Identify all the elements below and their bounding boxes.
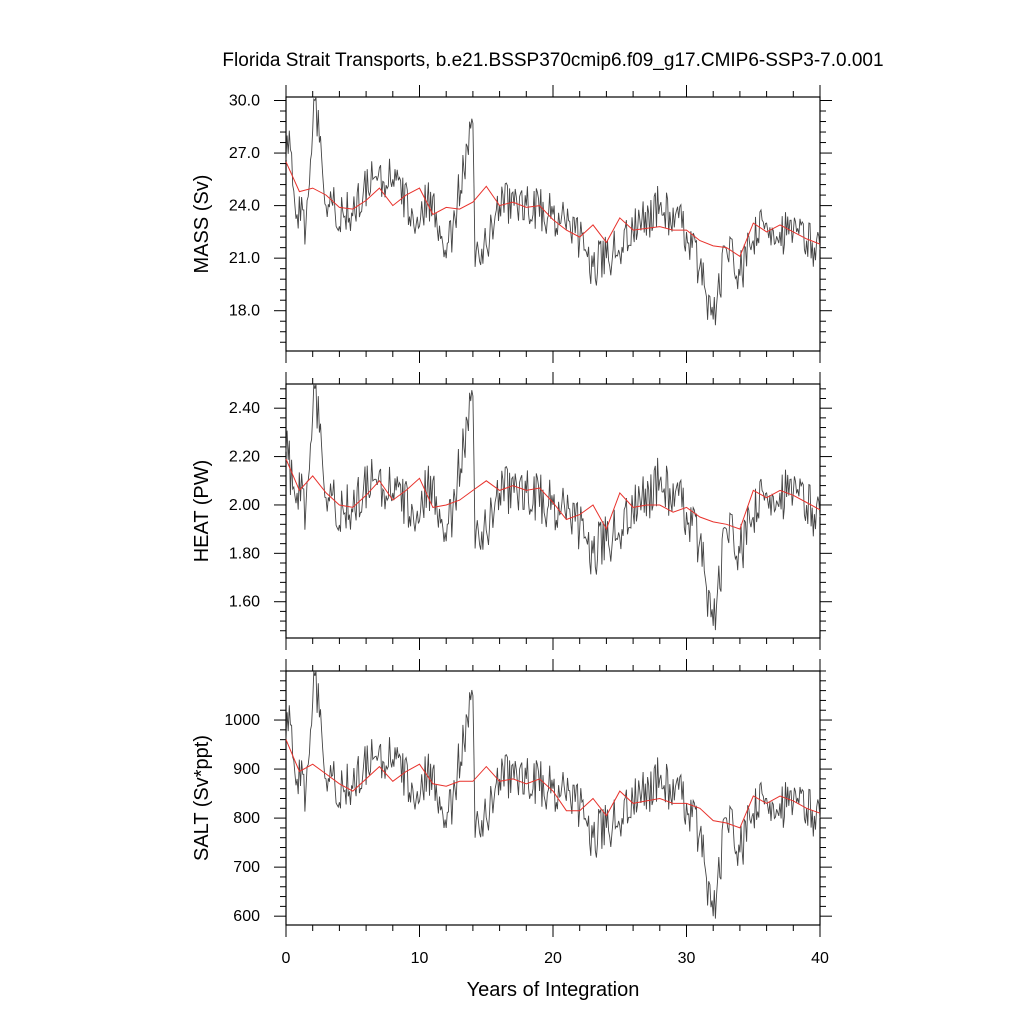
x-tick-label: 10 bbox=[411, 950, 429, 967]
y-tick-label: 600 bbox=[233, 908, 260, 925]
series-annual-mean-line bbox=[285, 739, 821, 829]
y-tick-label: 27.0 bbox=[229, 145, 260, 162]
y-tick-label: 1.60 bbox=[229, 594, 260, 611]
x-tick-label: 30 bbox=[678, 950, 696, 967]
y-tick-label: 1000 bbox=[224, 712, 260, 729]
y-tick-label: 30.0 bbox=[229, 93, 260, 110]
series-annual-mean-line bbox=[285, 458, 821, 531]
y-tick-label: 2.40 bbox=[229, 400, 260, 417]
panel-frame bbox=[285, 383, 821, 639]
x-tick-label: 20 bbox=[544, 950, 562, 967]
panel-frame bbox=[285, 96, 821, 352]
chart-panels: 30.0 27.0 24.0 21.0 18.0 MASS (Sv) 2.40 2.20 2.0… bbox=[191, 85, 832, 967]
panel-1: 30.0 27.0 24.0 21.0 18.0 MASS (Sv) bbox=[191, 85, 832, 363]
y-tick-label: 21.0 bbox=[229, 250, 260, 267]
y-axis-title: HEAT (PW) bbox=[191, 460, 213, 563]
y-tick-label: 900 bbox=[233, 761, 260, 778]
x-tick-label: 40 bbox=[811, 950, 829, 967]
panel-3: 1000 900 800 700 600 SALT (Sv*ppt) bbox=[191, 659, 832, 937]
series-annual-mean-line bbox=[285, 161, 821, 258]
y-tick-label: 700 bbox=[233, 859, 260, 876]
y-tick-label: 18.0 bbox=[229, 303, 260, 320]
chart-title: Florida Strait Transports, b.e21.BSSP370… bbox=[222, 50, 883, 71]
series-monthly-line bbox=[285, 383, 821, 631]
y-tick-label: 2.20 bbox=[229, 449, 260, 466]
x-axis-title: Years of Integration bbox=[467, 979, 640, 1001]
y-axis-title: SALT (Sv*ppt) bbox=[191, 735, 213, 861]
y-tick-label: 1.80 bbox=[229, 545, 260, 562]
panel-frame bbox=[285, 670, 821, 926]
x-tick-label: 0 bbox=[282, 950, 291, 967]
series-monthly-line bbox=[285, 670, 821, 919]
y-tick-label: 24.0 bbox=[229, 198, 260, 215]
panel-2: 2.40 2.20 2.00 1.80 1.60 HEAT (PW) bbox=[191, 372, 832, 650]
series-monthly-line bbox=[285, 96, 821, 326]
y-axis-title: MASS (Sv) bbox=[191, 175, 213, 274]
y-tick-label: 800 bbox=[233, 810, 260, 827]
y-tick-label: 2.00 bbox=[229, 497, 260, 514]
